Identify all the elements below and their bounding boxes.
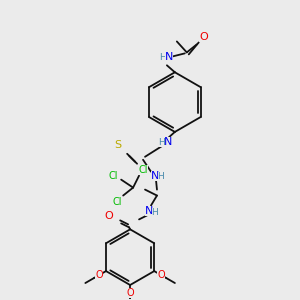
Text: O: O: [199, 32, 208, 43]
Text: H: H: [160, 53, 166, 62]
Text: H: H: [159, 138, 165, 147]
Text: Cl: Cl: [109, 171, 118, 181]
Text: H: H: [152, 208, 158, 217]
Text: O: O: [95, 270, 103, 280]
Text: O: O: [126, 288, 134, 298]
Text: Cl: Cl: [138, 165, 148, 175]
Text: N: N: [151, 171, 159, 181]
Text: Cl: Cl: [112, 196, 122, 206]
Text: N: N: [165, 52, 173, 62]
Text: O: O: [157, 270, 165, 280]
Text: N: N: [145, 206, 153, 216]
Text: O: O: [105, 212, 114, 221]
Text: H: H: [158, 172, 164, 181]
Text: N: N: [164, 137, 172, 147]
Text: S: S: [115, 140, 122, 150]
